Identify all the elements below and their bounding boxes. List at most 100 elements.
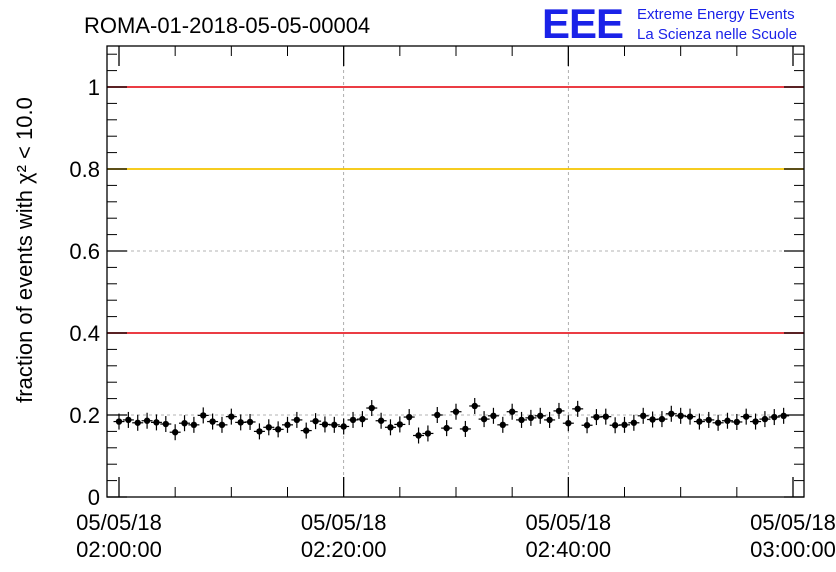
data-point [253, 423, 265, 440]
plot-area [107, 46, 804, 497]
point-marker [415, 432, 422, 439]
point-marker [452, 408, 460, 415]
point-marker [518, 416, 525, 424]
y-tick-label: 0.8 [69, 157, 100, 182]
y-tick-label: 0.2 [69, 403, 100, 428]
data-point [619, 416, 630, 433]
data-point [675, 407, 687, 424]
point-marker [480, 415, 488, 423]
data-point [216, 416, 228, 433]
x-tick-date: 05/05/18 [526, 510, 612, 535]
point-marker [312, 417, 319, 425]
point-marker [396, 421, 404, 428]
x-tick-date: 05/05/18 [301, 510, 387, 535]
point-marker [771, 413, 778, 421]
point-marker [742, 413, 750, 420]
point-marker [527, 414, 535, 422]
data-point [712, 414, 724, 431]
point-marker [340, 423, 347, 430]
point-marker [256, 428, 263, 435]
data-point [375, 412, 387, 429]
data-point [731, 413, 743, 430]
point-marker [602, 413, 609, 420]
point-marker [574, 405, 581, 413]
data-point [469, 397, 481, 414]
data-point [384, 419, 396, 436]
eee-logo: EEE Extreme Energy Events La Scienza nel… [542, 0, 797, 47]
data-point [319, 416, 331, 433]
y-tick-label: 0.4 [69, 321, 100, 346]
y-axis-label: fraction of events with χ² < 10.0 [12, 97, 37, 403]
x-tick-time: 02:00:00 [76, 537, 162, 562]
point-marker [237, 419, 244, 426]
data-point [244, 413, 256, 430]
data-point [459, 420, 471, 437]
point-marker [658, 415, 666, 423]
point-marker [677, 412, 684, 420]
point-marker [303, 427, 310, 434]
point-marker [499, 421, 507, 429]
point-marker [471, 402, 478, 410]
point-marker [705, 416, 712, 424]
data-point [553, 402, 565, 419]
data-point [572, 400, 584, 417]
data-point [450, 403, 462, 420]
point-marker [686, 413, 694, 420]
point-marker [359, 415, 366, 423]
point-marker [115, 418, 123, 425]
point-marker [630, 419, 638, 426]
point-marker [714, 419, 722, 426]
point-marker [284, 421, 291, 429]
data-point [544, 411, 556, 428]
point-marker [668, 410, 675, 417]
point-marker [349, 416, 357, 424]
point-marker [405, 413, 413, 421]
data-point [422, 425, 434, 442]
point-marker [162, 420, 170, 428]
data-point [534, 407, 546, 424]
point-marker [181, 420, 188, 427]
point-marker [274, 426, 282, 433]
data-point [300, 422, 312, 439]
data-point [431, 407, 443, 423]
data-point [347, 411, 359, 428]
data-point [235, 414, 247, 431]
point-marker [218, 421, 226, 429]
data-point [778, 407, 790, 424]
y-tick-label: 0.6 [69, 239, 100, 264]
data-point [562, 415, 574, 432]
reference-lines [107, 86, 804, 334]
point-marker [434, 411, 441, 419]
data-point [590, 409, 602, 426]
logo-line1: Extreme Energy Events [637, 6, 795, 23]
logo-line2: La Scienza nelle Scuole [637, 26, 797, 43]
point-marker [546, 416, 553, 424]
data-point [497, 416, 509, 433]
point-marker [696, 418, 703, 425]
point-marker [134, 419, 141, 426]
axis-ticks [107, 46, 804, 498]
data-point [441, 420, 453, 437]
data-point [487, 407, 499, 424]
point-marker [724, 417, 731, 424]
data-point [525, 409, 537, 426]
data-point [356, 411, 368, 428]
data-point [609, 417, 621, 434]
chart-title: ROMA-01-2018-05-05-00004 [84, 13, 370, 38]
point-marker [761, 415, 769, 423]
data-point [207, 413, 219, 430]
data-point [478, 411, 490, 428]
x-tick-time: 03:00:00 [750, 537, 836, 562]
data-point [516, 411, 528, 428]
data-point [403, 409, 415, 426]
point-marker [387, 424, 394, 431]
point-marker [228, 413, 235, 420]
data-point [413, 427, 425, 444]
point-marker [171, 429, 179, 436]
data-point [113, 413, 125, 430]
x-tick-date: 05/05/18 [750, 510, 836, 535]
x-tick-time: 02:20:00 [301, 537, 387, 562]
point-marker [377, 417, 385, 424]
point-marker [611, 422, 619, 429]
